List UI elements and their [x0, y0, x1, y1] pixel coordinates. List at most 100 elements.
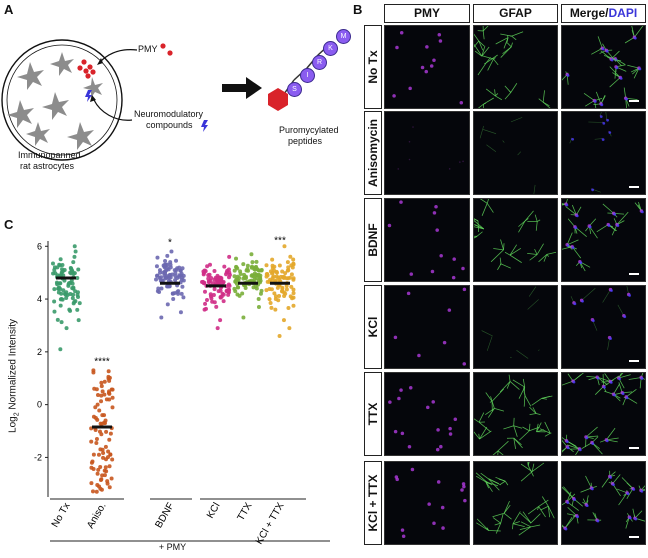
residue-m: M — [336, 29, 351, 44]
data-point — [171, 297, 176, 302]
data-point — [95, 482, 100, 487]
data-point — [267, 297, 272, 302]
data-point — [258, 276, 263, 281]
data-point — [167, 272, 172, 277]
row-label-text: KCl — [366, 316, 380, 338]
pmy-label: PMY — [138, 44, 158, 54]
data-point — [98, 447, 103, 452]
data-point — [240, 291, 245, 296]
data-point — [55, 317, 60, 322]
data-point — [95, 393, 100, 398]
col-head-gfap: GFAP — [473, 4, 558, 23]
peptide-caption-line2: peptides — [288, 136, 323, 146]
data-point — [272, 291, 277, 296]
data-point — [180, 266, 185, 271]
data-point — [237, 293, 242, 298]
data-point — [212, 277, 217, 282]
data-point — [277, 263, 282, 268]
data-point — [59, 270, 64, 275]
data-point — [94, 387, 99, 392]
data-point — [165, 302, 170, 307]
residue-i: I — [300, 68, 315, 83]
data-point — [108, 452, 113, 457]
data-point — [52, 309, 57, 314]
data-point — [257, 268, 262, 273]
data-point — [259, 288, 264, 293]
data-point — [65, 293, 70, 298]
micrograph-bdnf-merge — [561, 198, 646, 282]
data-point — [291, 295, 296, 300]
data-point — [58, 263, 63, 268]
data-point — [107, 397, 112, 402]
data-point — [291, 257, 296, 262]
data-point — [110, 395, 115, 400]
data-point — [280, 285, 285, 290]
merge-label: Merge/ — [569, 6, 609, 20]
peptide-chain-icon — [268, 43, 331, 111]
data-point — [100, 389, 105, 394]
data-point — [206, 273, 211, 278]
data-point — [99, 477, 104, 482]
dish-caption-line1: Immunopanned — [18, 150, 81, 160]
data-point — [110, 405, 115, 410]
data-point — [179, 271, 184, 276]
data-point — [170, 291, 175, 296]
micrograph-ttx-merge — [561, 372, 646, 456]
data-point — [245, 263, 250, 268]
data-point — [52, 287, 57, 292]
process-arrow-icon — [222, 77, 262, 99]
data-point — [289, 272, 294, 277]
x-tick-label: No Tx — [50, 501, 73, 529]
data-point — [175, 266, 180, 271]
data-point — [154, 277, 159, 282]
data-point — [291, 303, 296, 308]
pmy-footer-label: + PMY — [158, 542, 187, 552]
data-point — [276, 298, 281, 303]
data-point — [269, 305, 274, 310]
culture-dish-icon — [1, 39, 123, 161]
data-point — [232, 274, 237, 279]
data-point — [280, 269, 285, 274]
data-point — [99, 393, 104, 398]
data-point — [271, 274, 276, 279]
data-point — [268, 277, 273, 282]
data-point — [288, 254, 293, 259]
data-point — [102, 392, 107, 397]
data-point — [110, 457, 115, 462]
data-point — [72, 244, 77, 249]
data-point — [53, 271, 58, 276]
micrograph-ttx-pmy — [384, 372, 470, 456]
data-point — [215, 326, 220, 331]
micrograph-no-tx-merge — [561, 25, 646, 109]
data-point — [163, 269, 168, 274]
data-point — [277, 294, 282, 299]
micrograph-no-tx-pmy — [384, 25, 470, 109]
data-point — [159, 275, 164, 280]
data-point — [70, 286, 75, 291]
x-tick-label: TTX — [236, 501, 255, 523]
data-point — [95, 471, 100, 476]
data-point — [250, 264, 255, 269]
data-point — [104, 469, 109, 474]
data-point — [97, 408, 102, 413]
data-point — [270, 265, 275, 270]
row-label-no-tx: No Tx — [364, 25, 382, 109]
data-point — [98, 464, 103, 469]
data-point — [208, 292, 213, 297]
data-point — [175, 276, 180, 281]
row-label-text: No Tx — [366, 50, 380, 84]
peptide-caption-line1: Puromycylated — [279, 125, 339, 135]
data-point — [241, 262, 246, 267]
astrocyte-icons — [7, 52, 103, 150]
scale-bar — [629, 536, 639, 538]
data-point — [283, 271, 288, 276]
data-point — [99, 432, 104, 437]
data-point — [99, 421, 104, 426]
data-point — [107, 485, 112, 490]
data-point — [251, 285, 256, 290]
data-point — [270, 270, 275, 275]
data-point — [70, 269, 75, 274]
x-tick-label: KCl — [205, 501, 223, 520]
significance-marker: *** — [274, 235, 286, 246]
data-point — [289, 284, 294, 289]
